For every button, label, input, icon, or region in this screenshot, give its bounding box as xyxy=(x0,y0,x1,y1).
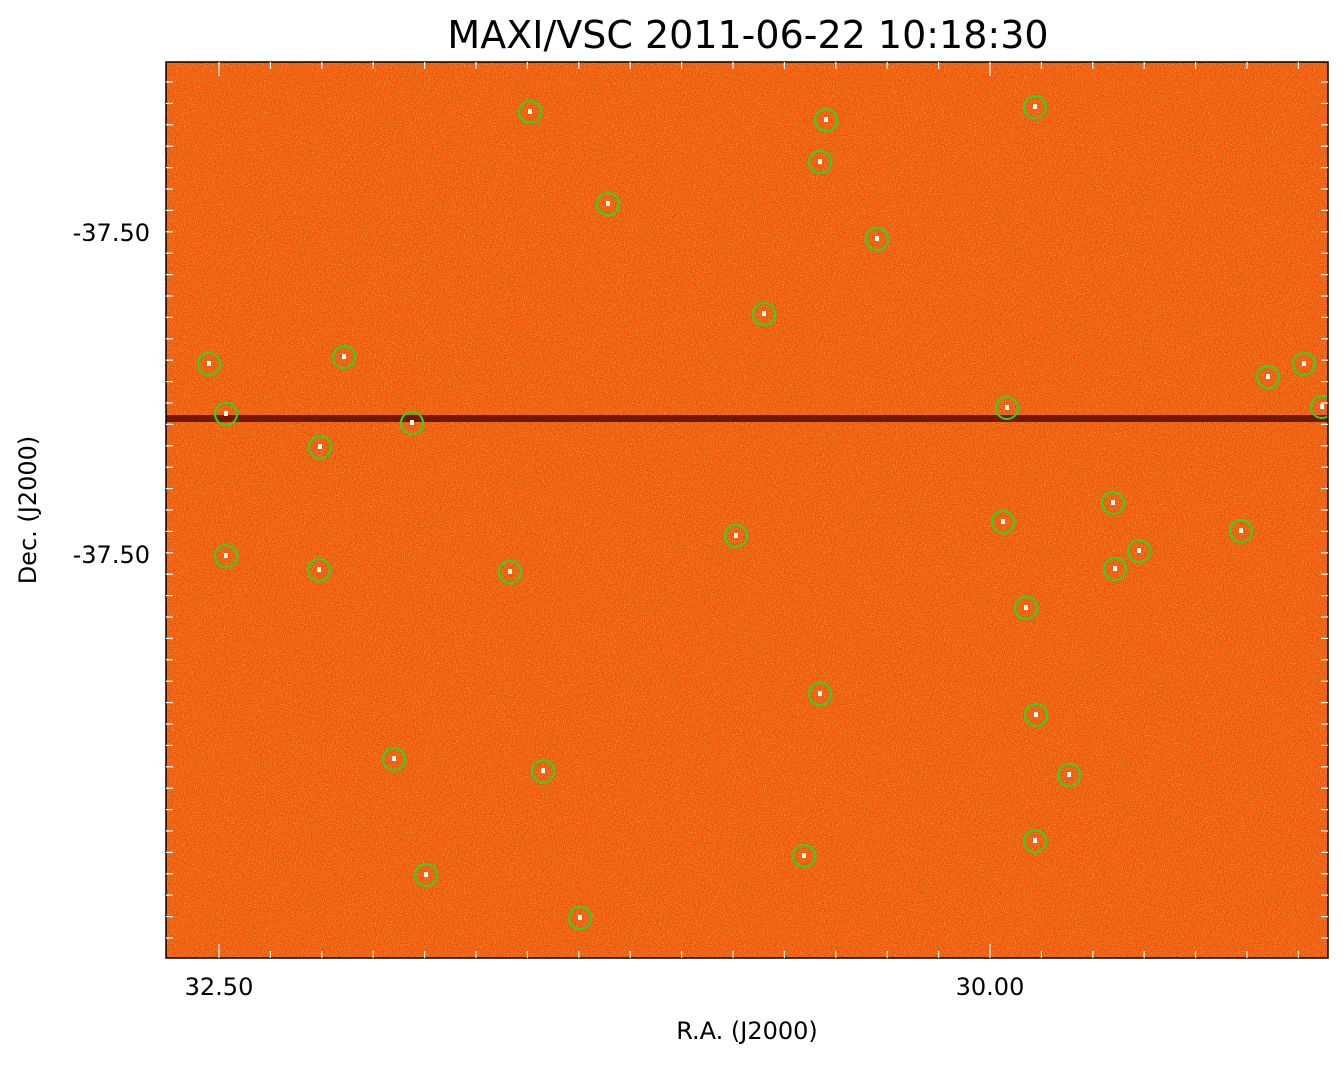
star xyxy=(606,201,610,206)
y-tick-label: -37.50 xyxy=(73,219,150,247)
star xyxy=(224,411,228,416)
star xyxy=(541,768,545,773)
star xyxy=(1067,772,1071,777)
star xyxy=(1024,605,1028,610)
star xyxy=(424,872,428,877)
source-marker xyxy=(1127,539,1151,563)
source-marker xyxy=(792,844,816,868)
star xyxy=(317,567,321,572)
source-marker xyxy=(1310,395,1328,419)
source-marker xyxy=(214,544,238,568)
source-marker xyxy=(808,682,832,706)
source-marker xyxy=(382,747,406,771)
star xyxy=(818,691,822,696)
source-marker xyxy=(991,510,1015,534)
star xyxy=(1034,712,1038,717)
star xyxy=(1320,404,1324,409)
source-marker xyxy=(1023,829,1047,853)
source-marker xyxy=(1024,703,1048,727)
source-marker xyxy=(1229,519,1253,543)
star xyxy=(342,354,346,359)
source-marker xyxy=(995,396,1019,420)
star xyxy=(578,915,582,920)
x-tick-label: 32.50 xyxy=(185,973,254,1001)
source-marker xyxy=(1256,365,1280,389)
star xyxy=(1005,405,1009,410)
source-marker xyxy=(214,402,238,426)
source-marker xyxy=(518,100,542,124)
star xyxy=(318,444,322,449)
source-marker xyxy=(414,863,438,887)
star xyxy=(818,159,822,164)
sources xyxy=(197,95,1328,930)
source-marker xyxy=(1057,763,1081,787)
star xyxy=(224,553,228,558)
source-marker xyxy=(596,192,620,216)
streak xyxy=(166,415,1328,422)
y-tick-label: -37.50 xyxy=(73,541,150,569)
star xyxy=(1302,361,1306,366)
star xyxy=(528,109,532,114)
x-tick-label: 30.00 xyxy=(956,973,1025,1001)
star xyxy=(734,533,738,538)
source-marker xyxy=(1023,95,1047,119)
source-marker xyxy=(332,345,356,369)
source-marker xyxy=(498,560,522,584)
star xyxy=(1137,548,1141,553)
source-marker xyxy=(1101,491,1125,515)
source-marker xyxy=(1014,596,1038,620)
source-marker xyxy=(307,558,331,582)
source-marker xyxy=(308,435,332,459)
source-marker xyxy=(814,108,838,132)
source-marker xyxy=(400,411,424,435)
x-axis-label: R.A. (J2000) xyxy=(676,1017,818,1045)
star xyxy=(1239,528,1243,533)
star xyxy=(1001,519,1005,524)
star xyxy=(392,756,396,761)
star xyxy=(1033,838,1037,843)
title: MAXI/VSC 2011-06-22 10:18:30 xyxy=(447,13,1048,57)
source-marker xyxy=(724,524,748,548)
star xyxy=(410,420,414,425)
source-marker xyxy=(1103,557,1127,581)
y-axis-label: Dec. (J2000) xyxy=(14,436,42,585)
source-marker xyxy=(568,906,592,930)
star xyxy=(1266,374,1270,379)
star xyxy=(1033,104,1037,109)
source-marker xyxy=(531,759,555,783)
source-marker xyxy=(1292,352,1316,376)
image xyxy=(166,62,1328,958)
star xyxy=(1113,566,1117,571)
star xyxy=(875,236,879,241)
image-noise xyxy=(166,62,1328,958)
source-marker xyxy=(197,352,221,376)
star xyxy=(802,853,806,858)
source-marker xyxy=(752,302,776,326)
star xyxy=(508,569,512,574)
star xyxy=(207,361,211,366)
ticks xyxy=(166,62,1328,958)
source-marker xyxy=(808,150,832,174)
star xyxy=(1111,500,1115,505)
star xyxy=(762,311,766,316)
source-marker xyxy=(865,227,889,251)
star xyxy=(824,117,828,122)
